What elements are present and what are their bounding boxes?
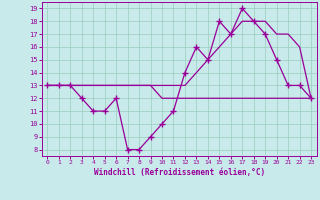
X-axis label: Windchill (Refroidissement éolien,°C): Windchill (Refroidissement éolien,°C) <box>94 168 265 177</box>
